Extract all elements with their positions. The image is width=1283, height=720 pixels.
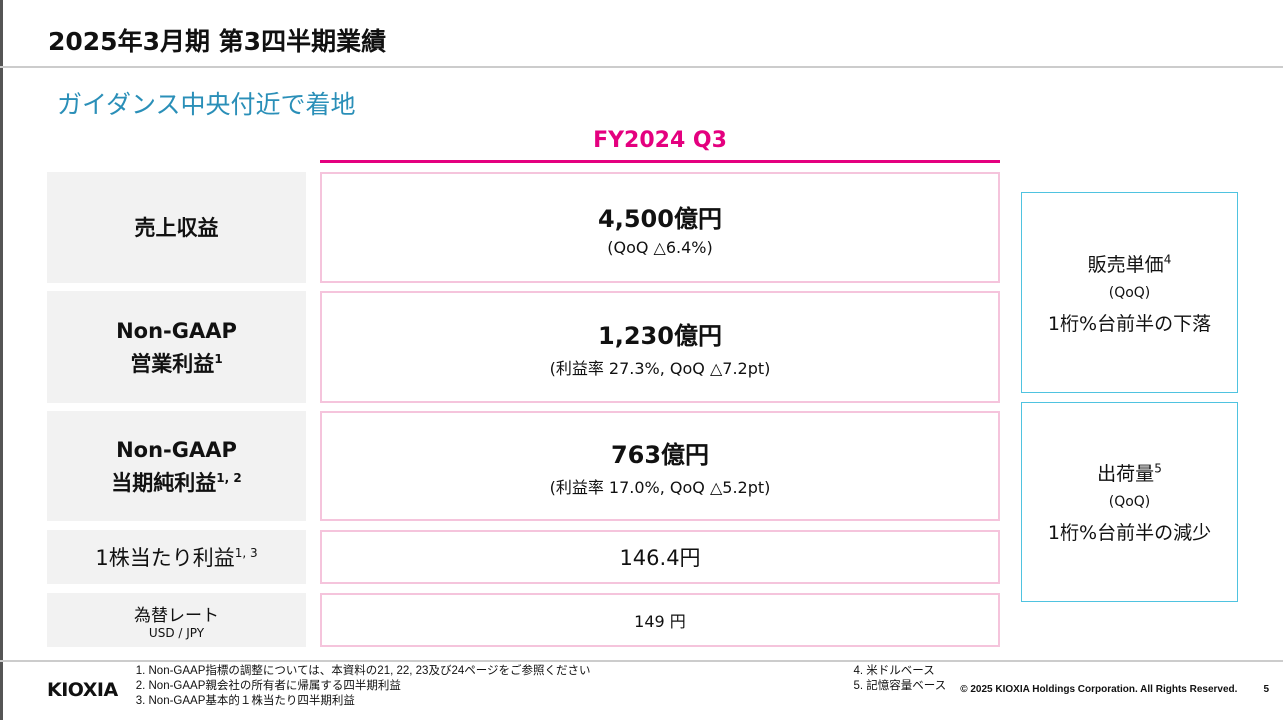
side-label: 販売単価 — [1087, 253, 1164, 276]
side-text: 1桁%台前半の減少 — [1047, 522, 1212, 544]
label-text: 為替レート — [134, 605, 219, 626]
label-eps: 1株当たり利益1, 3 — [47, 530, 306, 584]
footnote-ref: 1, 3 — [234, 546, 258, 560]
footnote: 4. 米ドルベース — [853, 665, 935, 677]
footer: KIOXIA 1. Non-GAAP指標の調整については、本資料の21, 22,… — [47, 664, 1269, 718]
side-text: 1桁%台前半の下落 — [1047, 312, 1212, 335]
side-qoq: (QoQ) — [1108, 494, 1151, 510]
label-text: Non-GAAP — [116, 318, 237, 343]
detail-text: (利益率 27.3%, QoQ △7.2pt) — [549, 358, 771, 378]
value-text: 149 円 — [634, 612, 686, 631]
footnote: 5. 記憶容量ベース — [853, 680, 947, 692]
footnotes-2: 4. 米ドルベース 5. 記憶容量ベース — [853, 664, 946, 694]
side-qoq: (QoQ) — [1108, 284, 1151, 301]
copyright: © 2025 KIOXIA Holdings Corporation. All … — [960, 684, 1238, 695]
subtitle: ガイダンス中央付近で着地 — [57, 90, 356, 119]
footnote-ref: 4 — [1163, 252, 1172, 267]
footnote: 3. Non-GAAP基本的１株当たり四半期利益 — [135, 695, 355, 707]
side-box-shipments: 出荷量5 (QoQ) 1桁%台前半の減少 — [1021, 402, 1238, 602]
value-operating-income: 1,230億円 (利益率 27.3%, QoQ △7.2pt) — [320, 291, 1000, 403]
page-number: 5 — [1263, 684, 1269, 695]
value-text: 146.4円 — [619, 546, 701, 570]
kioxia-logo: KIOXIA — [47, 679, 118, 701]
divider — [0, 66, 1283, 68]
sublabel-text: USD / JPY — [148, 625, 205, 640]
value-fx-rate: 149 円 — [320, 593, 1000, 647]
period-heading: FY2024 Q3 — [593, 128, 727, 153]
detail-text: (QoQ △6.4%) — [607, 237, 713, 257]
footer-divider — [0, 660, 1283, 662]
footnotes: 1. Non-GAAP指標の調整については、本資料の21, 22, 23及び24… — [136, 664, 591, 709]
footnote-ref: 5 — [1154, 461, 1162, 476]
page-title: 2025年3月期 第3四半期業績 — [48, 27, 387, 56]
period-underline — [320, 160, 1000, 163]
value-revenue: 4,500億円 (QoQ △6.4%) — [320, 172, 1000, 283]
label-operating-income: Non-GAAP 営業利益1 — [47, 291, 306, 403]
label-text: 当期純利益 — [111, 470, 217, 495]
label-net-income: Non-GAAP 当期純利益1, 2 — [47, 411, 306, 521]
value-net-income: 763億円 (利益率 17.0%, QoQ △5.2pt) — [320, 411, 1000, 521]
side-box-price: 販売単価4 (QoQ) 1桁%台前半の下落 — [1021, 192, 1238, 393]
label-fx-rate: 為替レート USD / JPY — [47, 593, 306, 647]
footnote-ref: 1, 2 — [216, 470, 242, 485]
label-text: 営業利益 — [130, 351, 215, 376]
footnote: 1. Non-GAAP指標の調整については、本資料の21, 22, 23及び24… — [135, 665, 591, 677]
label-text: 売上収益 — [134, 215, 219, 240]
value-text: 763億円 — [610, 440, 710, 469]
value-text: 1,230億円 — [598, 321, 722, 350]
detail-text: (利益率 17.0%, QoQ △5.2pt) — [549, 477, 771, 497]
label-text: 1株当たり利益 — [95, 546, 235, 570]
footnote-ref: 1 — [214, 351, 223, 366]
label-revenue: 売上収益 — [47, 172, 306, 283]
value-text: 4,500億円 — [598, 204, 722, 233]
left-edge — [0, 0, 3, 720]
side-label: 出荷量 — [1097, 463, 1155, 485]
value-eps: 146.4円 — [320, 530, 1000, 584]
footnote: 2. Non-GAAP親会社の所有者に帰属する四半期利益 — [135, 680, 401, 692]
label-text: Non-GAAP — [116, 437, 237, 462]
